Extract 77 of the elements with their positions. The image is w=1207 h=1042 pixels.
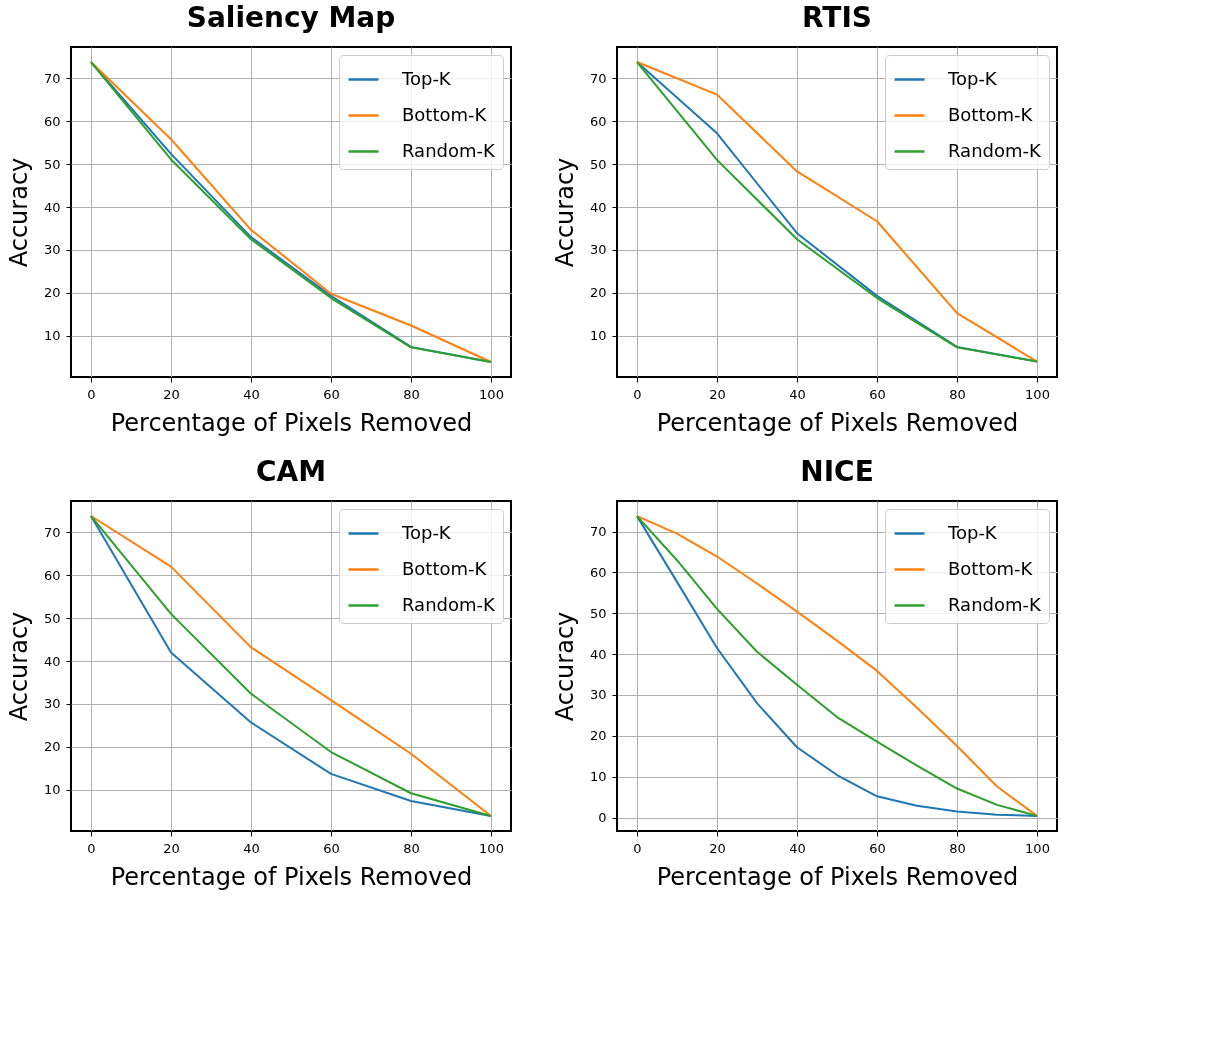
x-tick-label: 0 xyxy=(633,840,642,856)
x-tick-label: 80 xyxy=(949,840,966,856)
legend-label: Random-K xyxy=(948,593,1043,615)
chart-title: RTIS xyxy=(802,1,872,34)
x-tick-label: 60 xyxy=(869,386,886,402)
y-axis-title: Accuracy xyxy=(550,157,579,268)
x-tick-label: 0 xyxy=(87,386,96,402)
y-axis-title: Accuracy xyxy=(4,611,33,722)
y-tick-label: 30 xyxy=(589,687,607,703)
x-axis-title: Percentage of Pixels Removed xyxy=(656,862,1019,891)
y-tick-label: 60 xyxy=(589,113,607,129)
y-tick-label: 40 xyxy=(589,199,607,215)
chart-title: CAM xyxy=(255,455,327,488)
legend-label: Bottom-K xyxy=(948,103,1034,125)
y-tick-label: 20 xyxy=(589,285,607,301)
x-tick-label: 0 xyxy=(633,386,642,402)
x-tick-label: 60 xyxy=(323,386,340,402)
legend-label: Bottom-K xyxy=(402,103,488,125)
x-tick-label: 20 xyxy=(709,840,726,856)
x-tick-label: 80 xyxy=(403,840,420,856)
y-tick-label: 10 xyxy=(589,769,607,785)
y-axis-title: Accuracy xyxy=(550,611,579,722)
x-tick-label: 100 xyxy=(1025,386,1050,402)
y-tick-label: 50 xyxy=(589,156,607,172)
legend-label: Bottom-K xyxy=(948,557,1034,579)
legend-label: Top-K xyxy=(401,521,452,543)
legend-label: Bottom-K xyxy=(402,557,488,579)
x-axis-title: Percentage of Pixels Removed xyxy=(110,408,473,437)
y-tick-label: 50 xyxy=(43,156,61,172)
y-tick-label: 20 xyxy=(43,285,61,301)
y-tick-label: 60 xyxy=(43,567,61,583)
y-tick-label: 70 xyxy=(589,70,607,86)
y-tick-label: 10 xyxy=(43,782,61,798)
x-tick-label: 60 xyxy=(323,840,340,856)
y-tick-label: 10 xyxy=(43,328,61,344)
x-tick-label: 20 xyxy=(709,386,726,402)
y-tick-label: 40 xyxy=(589,646,607,662)
x-tick-label: 40 xyxy=(243,840,260,856)
x-tick-label: 100 xyxy=(479,840,504,856)
x-tick-label: 40 xyxy=(789,386,806,402)
chart-title: Saliency Map xyxy=(186,1,396,34)
legend-label: Top-K xyxy=(947,67,998,89)
y-tick-label: 40 xyxy=(43,653,61,669)
x-tick-label: 80 xyxy=(949,386,966,402)
x-tick-label: 20 xyxy=(163,840,180,856)
y-tick-label: 30 xyxy=(589,242,607,258)
legend-label: Top-K xyxy=(401,67,452,89)
x-tick-label: 100 xyxy=(1025,840,1050,856)
y-tick-label: 0 xyxy=(598,810,607,826)
y-tick-label: 20 xyxy=(43,739,61,755)
y-tick-label: 40 xyxy=(43,199,61,215)
x-tick-label: 80 xyxy=(403,386,420,402)
x-tick-label: 40 xyxy=(243,386,260,402)
legend-label: Random-K xyxy=(402,593,497,615)
x-tick-label: 60 xyxy=(869,840,886,856)
y-axis-title: Accuracy xyxy=(4,157,33,268)
y-tick-label: 60 xyxy=(43,113,61,129)
legend-label: Top-K xyxy=(947,521,998,543)
x-tick-label: 20 xyxy=(163,386,180,402)
y-tick-label: 70 xyxy=(43,70,61,86)
chart-title: NICE xyxy=(800,455,874,488)
x-axis-title: Percentage of Pixels Removed xyxy=(656,408,1019,437)
x-tick-label: 0 xyxy=(87,840,96,856)
legend-label: Random-K xyxy=(948,139,1043,161)
y-tick-label: 50 xyxy=(43,610,61,626)
y-tick-label: 60 xyxy=(589,564,607,580)
x-tick-label: 40 xyxy=(789,840,806,856)
y-tick-label: 70 xyxy=(589,524,607,540)
x-axis-title: Percentage of Pixels Removed xyxy=(110,862,473,891)
y-tick-label: 30 xyxy=(43,696,61,712)
y-tick-label: 30 xyxy=(43,242,61,258)
y-tick-label: 70 xyxy=(43,524,61,540)
y-tick-label: 20 xyxy=(589,728,607,744)
y-tick-label: 10 xyxy=(589,328,607,344)
y-tick-label: 50 xyxy=(589,605,607,621)
legend-label: Random-K xyxy=(402,139,497,161)
x-tick-label: 100 xyxy=(479,386,504,402)
